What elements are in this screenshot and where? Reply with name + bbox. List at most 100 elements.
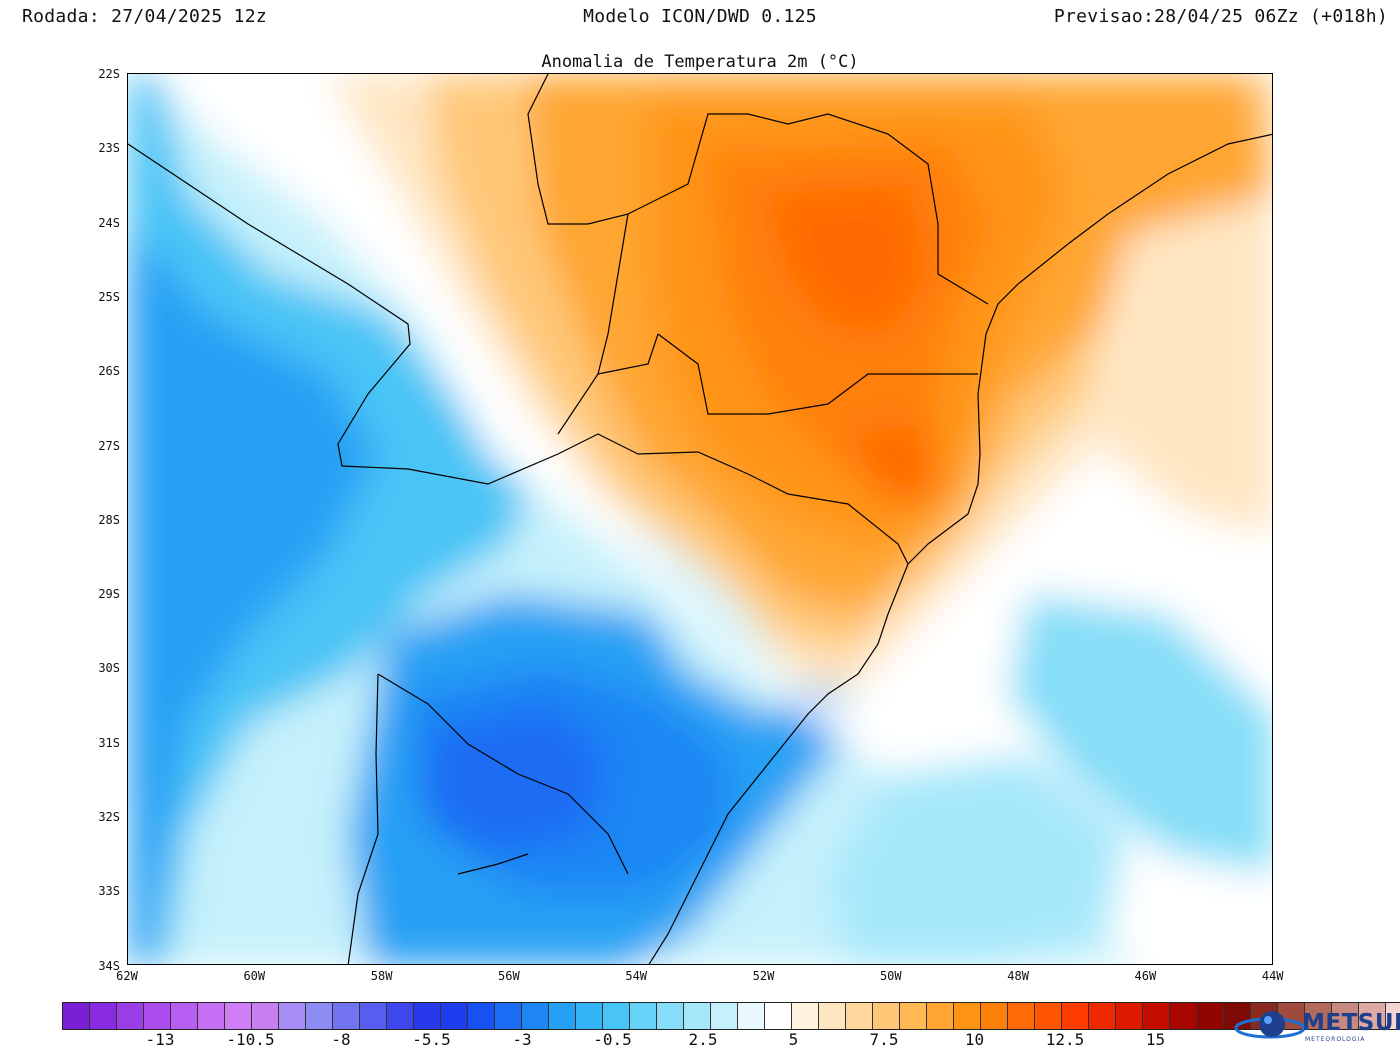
longitude-label: 54W — [625, 969, 648, 983]
colorbar-swatch — [279, 1003, 306, 1029]
colorbar-label: 2.5 — [688, 1030, 718, 1049]
colorbar-swatch — [171, 1003, 198, 1029]
colorbar-label: 12.5 — [1045, 1030, 1085, 1049]
longitude-label: 52W — [752, 969, 775, 983]
colorbar-swatch — [1305, 1003, 1332, 1029]
colorbar-swatch — [414, 1003, 441, 1029]
colorbar-label: 7.5 — [869, 1030, 899, 1049]
border-line — [128, 143, 909, 565]
colorbar-label: 15 — [1145, 1030, 1166, 1049]
forecast-time-label: Previsao:28/04/25 06Zz (+018h) — [1053, 6, 1388, 27]
logo-subtitle: METEOROLOGIA — [1305, 1036, 1366, 1043]
colorbar-swatch — [1089, 1003, 1116, 1029]
colorbar-label: -5.5 — [412, 1030, 451, 1049]
latitude-label: 27S — [98, 438, 120, 453]
colorbar-swatch — [1170, 1003, 1197, 1029]
coastline-north — [907, 133, 1272, 565]
colorbar-swatch — [1035, 1003, 1062, 1029]
colorbar-swatch — [333, 1003, 360, 1029]
longitude-label: 58W — [370, 969, 393, 983]
lagoon-outline — [457, 853, 529, 875]
colorbar-swatch — [63, 1003, 90, 1029]
latitude-label: 24S — [98, 215, 120, 230]
colorbar-swatch — [1008, 1003, 1035, 1029]
colorbar-swatch — [1062, 1003, 1089, 1029]
colorbar-swatch — [225, 1003, 252, 1029]
model-label: Modelo ICON/DWD 0.125 — [583, 6, 817, 27]
colorbar-swatch — [1197, 1003, 1224, 1029]
latitude-label: 34S — [98, 958, 120, 973]
colorbar-swatch — [711, 1003, 738, 1029]
parana-border — [527, 74, 629, 435]
colorbar-swatch — [1386, 1003, 1400, 1029]
colorbar-swatch — [630, 1003, 657, 1029]
colorbar-swatch — [468, 1003, 495, 1029]
colorbar-label: 5 — [788, 1030, 799, 1049]
colorbar-swatch — [1359, 1003, 1386, 1029]
temperature-anomaly-map — [127, 73, 1273, 965]
map-canvas — [128, 74, 1272, 964]
colorbar-label: -13 — [145, 1030, 175, 1049]
colorbar-swatch — [495, 1003, 522, 1029]
latitude-label: 26S — [98, 364, 120, 379]
latitude-label: 28S — [98, 512, 120, 527]
colorbar-swatch — [306, 1003, 333, 1029]
globe-icon — [1234, 1011, 1306, 1039]
argentina-coast — [347, 673, 379, 964]
colorbar-swatch — [657, 1003, 684, 1029]
colorbar-label: -8 — [331, 1030, 351, 1049]
colorbar-swatch — [684, 1003, 711, 1029]
longitude-label: 56W — [498, 969, 520, 983]
colorbar-swatch — [1143, 1003, 1170, 1029]
colorbar-swatch — [981, 1003, 1008, 1029]
colorbar-label: -3 — [512, 1030, 532, 1049]
sc-border — [657, 333, 978, 415]
colorbar-swatch — [603, 1003, 630, 1029]
longitude-label: 48W — [1007, 969, 1029, 983]
colorbar-swatch — [360, 1003, 387, 1029]
colorbar-swatch — [954, 1003, 981, 1029]
colorbar-swatch — [117, 1003, 144, 1029]
run-time-label: Rodada: 27/04/2025 12z — [22, 6, 268, 27]
colorbar-swatch — [144, 1003, 171, 1029]
uruguay-border — [377, 673, 629, 875]
colorbar-swatch — [252, 1003, 279, 1029]
sp-border — [627, 113, 989, 305]
latitude-label: 29S — [98, 587, 120, 602]
colorbar-swatch — [900, 1003, 927, 1029]
colorbar-swatch — [90, 1003, 117, 1029]
colorbar-label: -10.5 — [226, 1030, 275, 1049]
colorbar-label: 10 — [964, 1030, 985, 1049]
colorbar-swatch — [819, 1003, 846, 1029]
longitude-label: 62W — [116, 969, 138, 983]
colorbar-swatch — [927, 1003, 954, 1029]
latitude-label: 25S — [98, 289, 120, 304]
colorbar-swatch — [738, 1003, 765, 1029]
latitude-label: 30S — [98, 661, 120, 676]
longitude-label: 50W — [879, 969, 902, 983]
latitude-label: 22S — [98, 67, 120, 81]
colorbar-swatch — [792, 1003, 819, 1029]
colorbar-swatch — [873, 1003, 900, 1029]
longitude-label: 60W — [243, 969, 266, 983]
longitude-label: 44W — [1261, 969, 1284, 983]
colorbar-swatch — [549, 1003, 576, 1029]
colorbar-swatch — [765, 1003, 792, 1029]
coastline-south — [648, 563, 909, 964]
colorbar — [62, 1002, 1400, 1030]
latitude-label: 32S — [98, 810, 120, 824]
longitude-label: 46W — [1134, 969, 1157, 983]
colorbar-label: -0.5 — [593, 1030, 632, 1049]
borders-layer — [128, 74, 1272, 964]
colorbar-swatch — [1116, 1003, 1143, 1029]
colorbar-swatch — [846, 1003, 873, 1029]
colorbar-swatch — [1332, 1003, 1359, 1029]
colorbar-swatch — [441, 1003, 468, 1029]
colorbar-swatch — [576, 1003, 603, 1029]
latitude-label: 33S — [98, 884, 120, 899]
colorbar-swatch — [522, 1003, 549, 1029]
anomaly-field — [128, 74, 1272, 964]
latitude-label: 31S — [98, 735, 120, 750]
colorbar-swatch — [198, 1003, 225, 1029]
colorbar-swatch — [387, 1003, 414, 1029]
